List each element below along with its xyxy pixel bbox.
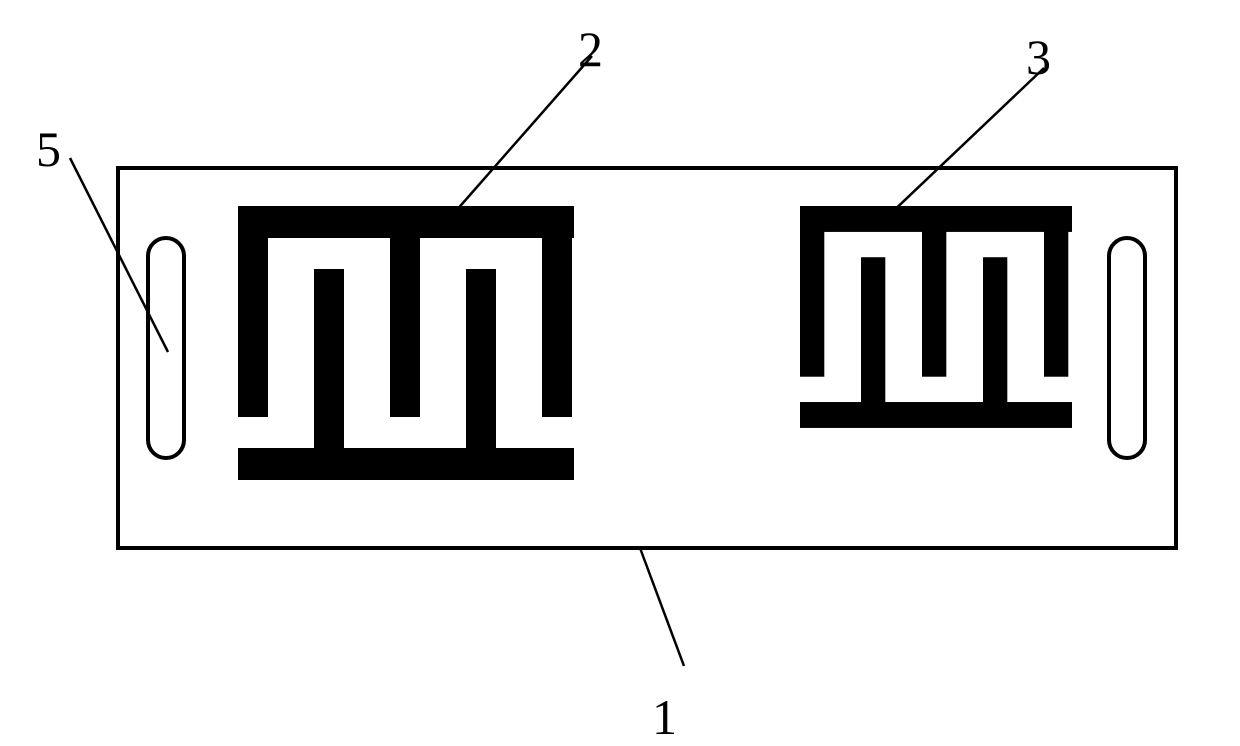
idt-right-top-finger-2 [1044,231,1068,377]
label-1: 1 [652,688,677,746]
idt-right-top-rail [800,206,1072,232]
idt-left-top-finger-2 [542,237,572,417]
idt-right-top-finger-1 [922,231,946,377]
idt-right-bottom-finger-0 [861,257,885,403]
label-2: 2 [578,20,603,78]
diagram-stage: 1235 [0,0,1240,714]
leader-to-3 [886,68,1044,218]
idt-left-top-finger-0 [238,237,268,417]
leader-to-2 [448,56,592,220]
idt-left-top-finger-1 [390,237,420,417]
label-5: 5 [36,120,61,178]
idt-right-bottom-finger-1 [983,257,1007,403]
idt-left-bottom-rail [238,448,574,480]
idt-left-top-rail [238,206,574,238]
idt-left [238,206,574,480]
idt-right-bottom-rail [800,402,1072,428]
idt-left-bottom-finger-1 [466,269,496,449]
diagram-svg [0,0,1240,714]
slot-right [1109,238,1145,458]
leader-to-1 [640,548,684,666]
idt-right [800,206,1072,428]
idt-right-top-finger-0 [800,231,824,377]
idt-left-bottom-finger-0 [314,269,344,449]
label-3: 3 [1026,28,1051,86]
